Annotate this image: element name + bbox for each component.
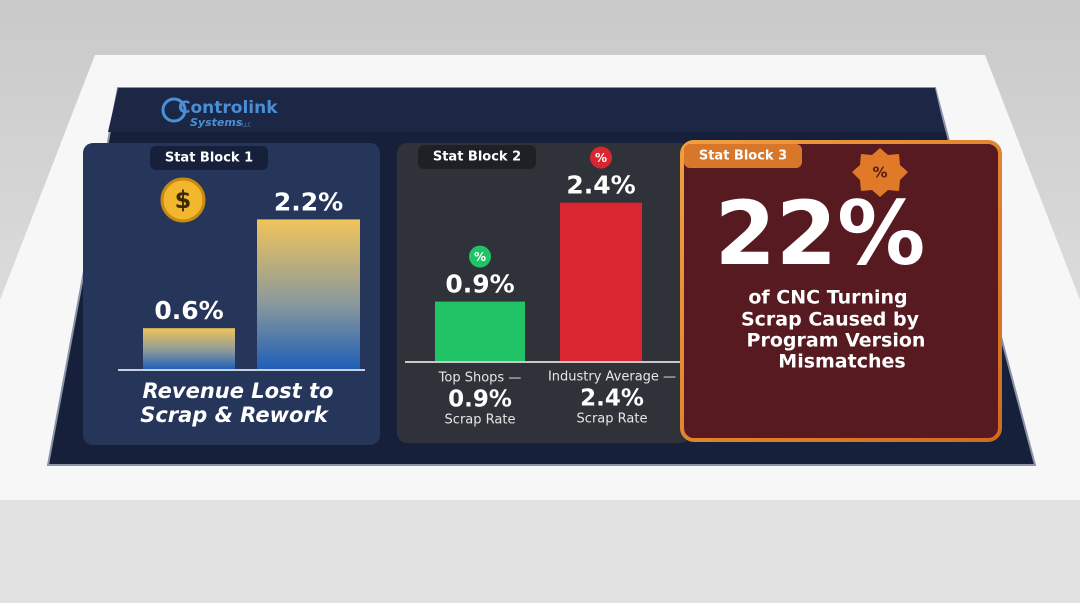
bar bbox=[143, 328, 235, 369]
panel bbox=[680, 140, 1002, 442]
statement: Program Version bbox=[747, 330, 926, 352]
statement: Mismatches bbox=[778, 351, 905, 373]
bar bbox=[560, 202, 642, 361]
panel-tab bbox=[418, 145, 536, 169]
bar-icon-text: % bbox=[595, 151, 607, 165]
icon-text: $ bbox=[175, 186, 192, 214]
stand-front bbox=[0, 500, 1080, 603]
bar-label: 0.9% bbox=[445, 270, 514, 299]
legend-sub: Scrap Rate bbox=[445, 413, 516, 428]
panel-tab bbox=[150, 146, 268, 170]
screen-header bbox=[108, 88, 945, 132]
caption: Scrap & Rework bbox=[140, 403, 330, 427]
bar-icon-text: % bbox=[474, 250, 486, 264]
legend-label: Industry Average — bbox=[548, 370, 676, 385]
logo-tagline: Systems bbox=[190, 116, 243, 129]
logo-suffix: LLC bbox=[242, 123, 252, 129]
legend-sub: Scrap Rate bbox=[577, 412, 648, 427]
bar-label: 2.2% bbox=[274, 187, 343, 216]
bar-label: 0.6% bbox=[154, 296, 223, 325]
logo-name: Controlink bbox=[178, 98, 278, 118]
statement: of CNC Turning bbox=[748, 287, 907, 309]
legend-value: 2.4% bbox=[580, 386, 644, 412]
bar bbox=[257, 219, 360, 369]
panel-title: Stat Block 2 bbox=[433, 150, 521, 165]
bar bbox=[435, 301, 525, 361]
panel-title: Stat Block 3 bbox=[699, 149, 787, 164]
headline: 22% bbox=[715, 182, 926, 285]
caption: Revenue Lost to bbox=[143, 379, 334, 403]
logo-mark bbox=[161, 97, 187, 123]
statement: Scrap Caused by bbox=[741, 309, 920, 331]
panel-title: Stat Block 1 bbox=[165, 151, 253, 166]
icon bbox=[160, 177, 206, 223]
badge-text: % bbox=[872, 164, 887, 182]
legend-label: Top Shops — bbox=[438, 371, 522, 386]
legend-value: 0.9% bbox=[448, 387, 512, 413]
panel bbox=[397, 143, 690, 443]
panel-tab bbox=[684, 144, 802, 168]
bar-icon bbox=[469, 245, 491, 268]
bar-icon bbox=[590, 146, 612, 169]
badge bbox=[852, 148, 908, 197]
bar-label: 2.4% bbox=[566, 171, 635, 200]
